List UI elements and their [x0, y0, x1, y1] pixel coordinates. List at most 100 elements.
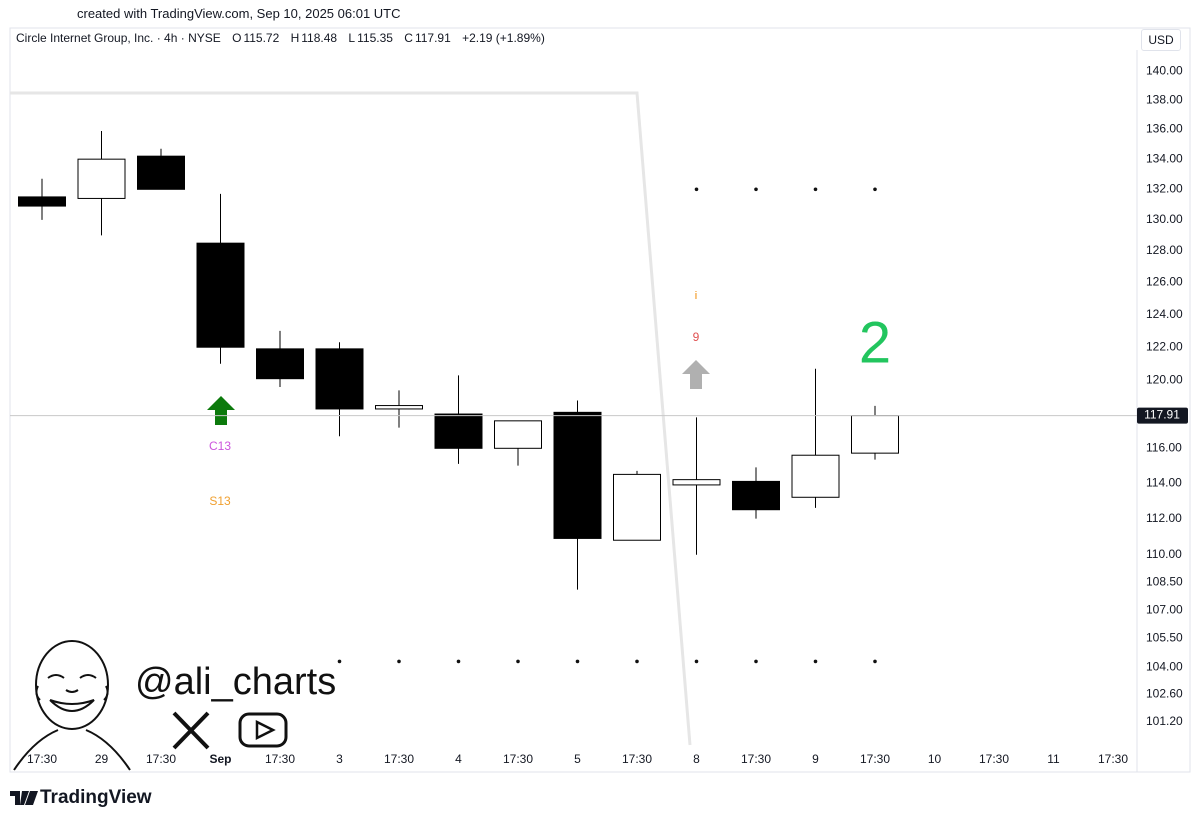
td-level-dot — [635, 659, 639, 664]
x-tick-label: 17:30 — [384, 752, 414, 766]
td-range-line — [10, 91, 692, 746]
ohlc-label: L — [348, 31, 356, 45]
x-tick-label: 3 — [336, 752, 343, 766]
y-tick-label: 114.00 — [1146, 475, 1182, 489]
ohlc-value: 118.48 — [301, 31, 338, 45]
y-tick-label: 132.00 — [1146, 181, 1183, 195]
y-tick-label: 140.00 — [1146, 64, 1183, 78]
ohlc-label: O — [232, 31, 242, 45]
td-level-dot — [337, 659, 342, 664]
avatar — [13, 640, 131, 771]
symbol-title: Circle Internet Group, Inc. · 4h · NYSE — [16, 31, 221, 45]
candle-body — [732, 480, 780, 511]
y-tick-label: 112.00 — [1146, 511, 1182, 525]
x-tick-label: 17:30 — [265, 752, 295, 766]
currency-button[interactable]: USD — [1141, 29, 1181, 51]
y-tick-label: 124.00 — [1146, 307, 1183, 321]
td-level-dot — [575, 659, 580, 664]
y-tick-label: 108.50 — [1146, 574, 1183, 588]
x-tick-label: 9 — [812, 752, 819, 766]
youtube-icon — [238, 712, 288, 748]
created-note: created with TradingView.com, Sep 10, 20… — [77, 6, 401, 21]
candle-body — [375, 405, 423, 410]
x-tick-label: 5 — [574, 752, 581, 766]
y-tick-label: 120.00 — [1146, 373, 1183, 387]
price-label-box — [1137, 407, 1188, 424]
td-level-dot — [516, 659, 520, 664]
x-tick-label: 17:30 — [741, 752, 771, 766]
y-tick-label: 102.60 — [1146, 687, 1183, 701]
td-level-dot — [694, 187, 699, 192]
td-level-dot — [754, 659, 758, 664]
signal-arrow — [682, 360, 710, 389]
td-level-dot — [754, 187, 758, 192]
y-tick-label: 107.00 — [1146, 602, 1183, 616]
x-tick-label: Sep — [209, 752, 231, 766]
annotation: C13 — [209, 439, 231, 453]
x-tick-label: 17:30 — [622, 752, 652, 766]
buy-arrow — [207, 396, 235, 425]
candle-body — [256, 348, 304, 380]
x-tick-label: 29 — [95, 752, 109, 766]
x-tick-label: 11 — [1047, 752, 1060, 766]
y-tick-label: 128.00 — [1146, 243, 1183, 257]
x-tick-label: 17:30 — [27, 752, 57, 766]
candle-body — [434, 413, 483, 449]
td-level-dot — [813, 187, 818, 192]
tradingview-logo: TradingView — [40, 787, 152, 808]
candle-body — [791, 454, 840, 498]
chart-frame — [9, 27, 1191, 773]
y-tick-label: 130.00 — [1146, 212, 1183, 226]
y-tick-label: 104.00 — [1146, 659, 1183, 673]
ohlc-label: C — [404, 31, 413, 45]
candle-body — [18, 196, 66, 207]
y-tick-label: 126.00 — [1146, 275, 1183, 289]
td-level-dot — [456, 659, 461, 664]
y-tick-label: 110.00 — [1146, 547, 1182, 561]
x-tick-label: 17:30 — [979, 752, 1009, 766]
y-tick-label: 122.00 — [1146, 339, 1183, 353]
candle-body — [672, 479, 721, 486]
x-tick-label: 17:30 — [146, 752, 176, 766]
td-level-dot — [813, 659, 818, 664]
change: +2.19 (+1.89%) — [462, 31, 545, 45]
td-level-dot — [873, 659, 877, 664]
price-label: 117.91 — [1144, 408, 1180, 422]
youtube-play — [255, 719, 276, 741]
x-tick-label: 4 — [455, 752, 462, 766]
ohlc-value: 117.91 — [414, 31, 451, 45]
ohlc-label: H — [290, 31, 300, 45]
symbol-header: Circle Internet Group, Inc. · 4h · NYSE … — [16, 31, 547, 45]
x-tick-label: 17:30 — [1098, 752, 1128, 766]
x-icon — [172, 711, 210, 750]
td-level-dot — [873, 187, 877, 192]
x-tick-label: 17:30 — [860, 752, 890, 766]
ohlc-value: 115.72 — [243, 31, 280, 45]
td-level-dot — [694, 659, 699, 664]
candle-body — [315, 348, 364, 410]
y-tick-label: 105.50 — [1146, 631, 1183, 645]
handle: @ali_charts — [135, 661, 336, 703]
candle-body — [613, 473, 661, 541]
y-tick-label: 136.00 — [1146, 122, 1183, 136]
x-tick-label: 8 — [693, 752, 700, 766]
candle-body — [494, 420, 542, 449]
y-tick-label: 101.20 — [1146, 714, 1183, 728]
annotation: 2 — [859, 310, 891, 375]
candle-body — [553, 411, 602, 539]
x-tick-label: 10 — [928, 752, 942, 766]
candle-body — [137, 155, 185, 190]
annotation: S13 — [209, 494, 231, 508]
candle-body — [77, 158, 126, 199]
ohlc-value: 115.35 — [357, 31, 393, 45]
annotation: 9 — [693, 330, 700, 344]
annotation: i — [695, 290, 697, 302]
td-level-dot — [397, 659, 401, 664]
candle-body — [196, 242, 245, 348]
y-tick-label: 138.00 — [1146, 92, 1183, 106]
candle-body — [851, 415, 899, 454]
x-tick-label: 17:30 — [503, 752, 533, 766]
tv-logo-icon — [10, 791, 38, 805]
